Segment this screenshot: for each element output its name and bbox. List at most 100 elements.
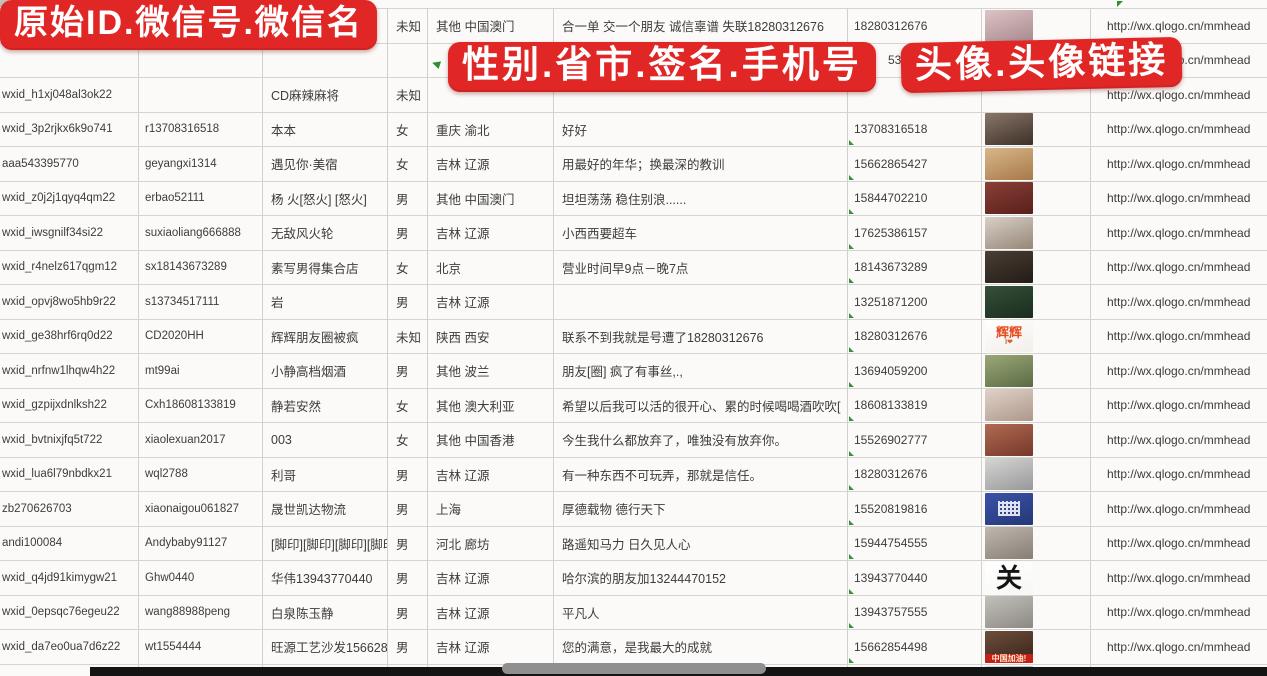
cell-gender[interactable]: 男 bbox=[388, 354, 428, 388]
cell-wechat-id[interactable]: wang88988peng bbox=[139, 595, 263, 629]
cell-avatar-url[interactable]: http://wx.qlogo.cn/mmhead bbox=[1107, 398, 1251, 413]
cell-wechat-name[interactable]: 华伟13943770440 bbox=[263, 561, 388, 595]
cell-region[interactable]: 吉林 辽源 bbox=[428, 285, 554, 319]
cell-original-id[interactable]: wxid_iwsgnilf34si22 bbox=[0, 216, 139, 250]
cell-original-id[interactable]: wxid_gzpijxdnlksh22 bbox=[0, 388, 139, 422]
cell-avatar[interactable] bbox=[982, 78, 1091, 112]
cell-gender[interactable]: 未知 bbox=[388, 78, 428, 112]
cell-signature[interactable]: 您的满意，是我最大的成就 bbox=[554, 630, 848, 664]
cell-gender[interactable]: 女 bbox=[388, 147, 428, 181]
cell-signature[interactable]: 坦坦荡荡 稳住别浪...... bbox=[554, 181, 848, 215]
cell-avatar-url[interactable]: http://wx.qlogo.cn/mmhead bbox=[1107, 605, 1251, 620]
cell-avatar[interactable] bbox=[982, 388, 1091, 422]
cell-signature[interactable]: 今生我什么都放弃了，唯独没有放弃你。 bbox=[554, 423, 848, 457]
cell-avatar[interactable] bbox=[982, 285, 1091, 319]
cell-wechat-id[interactable]: geyangxi1314 bbox=[139, 147, 263, 181]
cell-avatar-url[interactable]: http://wx.qlogo.cn/mmhead bbox=[1107, 363, 1251, 378]
cell-signature[interactable]: 联系不到我就是号遭了18280312676 bbox=[554, 319, 848, 353]
cell-avatar-url[interactable]: http://wx.qlogo.cn/mmhead bbox=[1107, 501, 1251, 516]
cell-original-id[interactable]: wxid_da7eo0ua7d6z22 bbox=[0, 630, 139, 664]
cell-region[interactable]: 上海 bbox=[428, 492, 554, 526]
cell-wechat-id[interactable]: wql2788 bbox=[139, 457, 263, 491]
cell-original-id[interactable]: wxid_ge38hrf6rq0d22 bbox=[0, 319, 139, 353]
cell-region[interactable]: 其他 波兰 bbox=[428, 354, 554, 388]
cell-wechat-name[interactable]: 小静高档烟酒 bbox=[263, 354, 388, 388]
cell-wechat-name[interactable]: 晟世凯达物流 bbox=[263, 492, 388, 526]
cell-avatar-url[interactable]: http://wx.qlogo.cn/mmhead bbox=[1107, 156, 1251, 171]
cell-phone[interactable]: 15526902777 bbox=[848, 423, 982, 457]
cell-phone[interactable]: 18280312676 bbox=[848, 9, 982, 43]
cell-region[interactable]: 吉林 辽源 bbox=[428, 457, 554, 491]
cell-avatar-url[interactable]: http://wx.qlogo.cn/mmhead bbox=[1107, 87, 1251, 102]
cell-gender[interactable]: 男 bbox=[388, 216, 428, 250]
cell-region[interactable] bbox=[428, 78, 554, 112]
cell-phone[interactable]: 13708316518 bbox=[848, 112, 982, 146]
cell-signature[interactable]: 用最好的年华；换最深的教训 bbox=[554, 147, 848, 181]
cell-gender[interactable]: 男 bbox=[388, 285, 428, 319]
cell-phone[interactable]: 18143673289 bbox=[848, 250, 982, 284]
cell-avatar[interactable] bbox=[982, 216, 1091, 250]
cell-original-id[interactable] bbox=[0, 43, 139, 77]
cell-region[interactable]: 其他 中国香港 bbox=[428, 423, 554, 457]
cell-wechat-name[interactable]: 003 bbox=[263, 423, 388, 457]
cell-gender[interactable]: 男 bbox=[388, 630, 428, 664]
cell-avatar[interactable]: 中国加油! bbox=[982, 630, 1091, 664]
cell-avatar[interactable] bbox=[982, 147, 1091, 181]
cell-signature[interactable]: 营业时间早9点－晚7点 bbox=[554, 250, 848, 284]
cell-avatar[interactable] bbox=[982, 492, 1091, 526]
cell-wechat-name[interactable]: CD麻辣麻将 bbox=[263, 78, 388, 112]
cell-region[interactable]: 其他 中国澳门 bbox=[428, 181, 554, 215]
cell-wechat-name[interactable]: 白泉陈玉静 bbox=[263, 595, 388, 629]
cell-region[interactable]: 吉林 辽源 bbox=[428, 630, 554, 664]
cell-region[interactable]: 陕西 西安 bbox=[428, 319, 554, 353]
cell-wechat-name[interactable]: [脚印][脚印][脚印][脚印] bbox=[263, 526, 388, 560]
cell-wechat-name[interactable]: 素写男得集合店 bbox=[263, 250, 388, 284]
cell-region[interactable]: 吉林 辽源 bbox=[428, 216, 554, 250]
cell-wechat-name[interactable]: 本本 bbox=[263, 112, 388, 146]
cell-original-id[interactable]: wxid_q4jd91kimygw21 bbox=[0, 561, 139, 595]
cell-original-id[interactable]: wxid_r4nelz617qgm12 bbox=[0, 250, 139, 284]
cell-avatar[interactable] bbox=[982, 181, 1091, 215]
cell-avatar[interactable]: 辉辉 I❤ bbox=[982, 319, 1091, 353]
cell-original-id[interactable]: andi100084 bbox=[0, 526, 139, 560]
cell-wechat-id[interactable]: Ghw0440 bbox=[139, 561, 263, 595]
cell-region[interactable]: 其他 中国澳门 bbox=[428, 9, 554, 43]
cell-phone[interactable]: 18608133819 bbox=[848, 388, 982, 422]
cell-phone[interactable]: 15662854498 bbox=[848, 630, 982, 664]
cell-avatar[interactable] bbox=[982, 354, 1091, 388]
cell-wechat-id[interactable]: suxiaoliang666888 bbox=[139, 216, 263, 250]
cell-phone[interactable]: 18280312676 bbox=[848, 319, 982, 353]
cell-gender[interactable]: 男 bbox=[388, 561, 428, 595]
cell-original-id[interactable]: wxid_h1xj048al3ok22 bbox=[0, 78, 139, 112]
cell-original-id[interactable]: wxid_3p2rjkx6k9o741 bbox=[0, 112, 139, 146]
cell-gender[interactable]: 男 bbox=[388, 526, 428, 560]
cell-phone[interactable]: 18280312676 bbox=[848, 457, 982, 491]
cell-wechat-name[interactable]: 静若安然 bbox=[263, 388, 388, 422]
cell-avatar[interactable] bbox=[982, 457, 1091, 491]
cell-wechat-id[interactable] bbox=[139, 78, 263, 112]
cell-signature[interactable]: 平凡人 bbox=[554, 595, 848, 629]
cell-gender[interactable]: 男 bbox=[388, 492, 428, 526]
cell-avatar-url[interactable]: http://wx.qlogo.cn/mmhead bbox=[1107, 467, 1251, 482]
cell-original-id[interactable]: wxid_z0j2j1qyq4qm22 bbox=[0, 181, 139, 215]
cell-signature[interactable] bbox=[554, 285, 848, 319]
cell-avatar-url[interactable]: http://wx.qlogo.cn/mmhead bbox=[1107, 294, 1251, 309]
cell-gender[interactable]: 男 bbox=[388, 457, 428, 491]
cell-phone[interactable]: 15520819816 bbox=[848, 492, 982, 526]
cell-gender[interactable]: 女 bbox=[388, 112, 428, 146]
cell-wechat-id[interactable]: sx18143673289 bbox=[139, 250, 263, 284]
cell-wechat-name[interactable]: 旺源工艺沙发15662854 bbox=[263, 630, 388, 664]
cell-wechat-id[interactable]: r13708316518 bbox=[139, 112, 263, 146]
cell-original-id[interactable]: wxid_0epsqc76egeu22 bbox=[0, 595, 139, 629]
cell-phone[interactable]: 15944754555 bbox=[848, 526, 982, 560]
cell-phone[interactable]: 13694059200 bbox=[848, 354, 982, 388]
cell-avatar-url[interactable]: http://wx.qlogo.cn/mmhead bbox=[1107, 329, 1251, 344]
cell-wechat-id[interactable]: xiaonaigou061827 bbox=[139, 492, 263, 526]
cell-wechat-id[interactable]: mt99ai bbox=[139, 354, 263, 388]
cell-signature[interactable]: 有一种东西不可玩弄，那就是信任。 bbox=[554, 457, 848, 491]
cell-phone[interactable]: 15844702210 bbox=[848, 181, 982, 215]
cell-wechat-name[interactable] bbox=[263, 43, 388, 77]
cell-gender[interactable]: 男 bbox=[388, 595, 428, 629]
cell-avatar-url[interactable]: http://wx.qlogo.cn/mmhead bbox=[1107, 536, 1251, 551]
cell-region[interactable]: 北京 bbox=[428, 250, 554, 284]
